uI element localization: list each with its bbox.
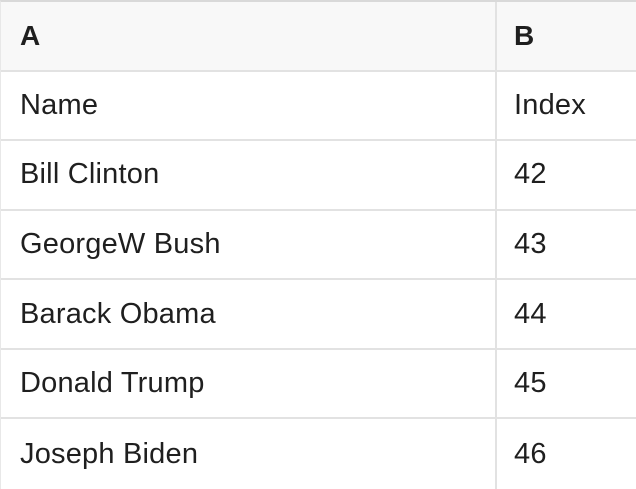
table-row: Name Index: [1, 71, 636, 142]
column-header-row: A B: [1, 2, 636, 72]
table-cell[interactable]: Barack Obama: [1, 280, 497, 350]
table-cell[interactable]: 42: [497, 141, 636, 211]
table-row: Donald Trump 45: [1, 349, 636, 420]
table-row: Joseph Biden 46: [1, 419, 636, 489]
table-cell[interactable]: GeorgeW Bush: [1, 210, 497, 281]
table-cell[interactable]: Name: [1, 71, 497, 142]
table-cell[interactable]: 45: [497, 349, 636, 420]
table-cell[interactable]: Joseph Biden: [1, 419, 497, 489]
table-cell[interactable]: 43: [497, 210, 636, 281]
table-cell[interactable]: Donald Trump: [1, 349, 497, 420]
table-row: GeorgeW Bush 43: [1, 210, 636, 281]
column-header-a[interactable]: A: [1, 2, 497, 72]
table-row: Bill Clinton 42: [1, 141, 636, 211]
column-header-b[interactable]: B: [497, 2, 636, 72]
table-body: Name Index Bill Clinton 42 GeorgeW Bush 43 Bar…: [1, 71, 636, 489]
table-cell[interactable]: Index: [497, 71, 636, 142]
table-cell[interactable]: Bill Clinton: [1, 141, 497, 211]
table-cell[interactable]: 44: [497, 280, 636, 350]
table-row: Barack Obama 44: [1, 280, 636, 350]
table-cell[interactable]: 46: [497, 419, 636, 489]
